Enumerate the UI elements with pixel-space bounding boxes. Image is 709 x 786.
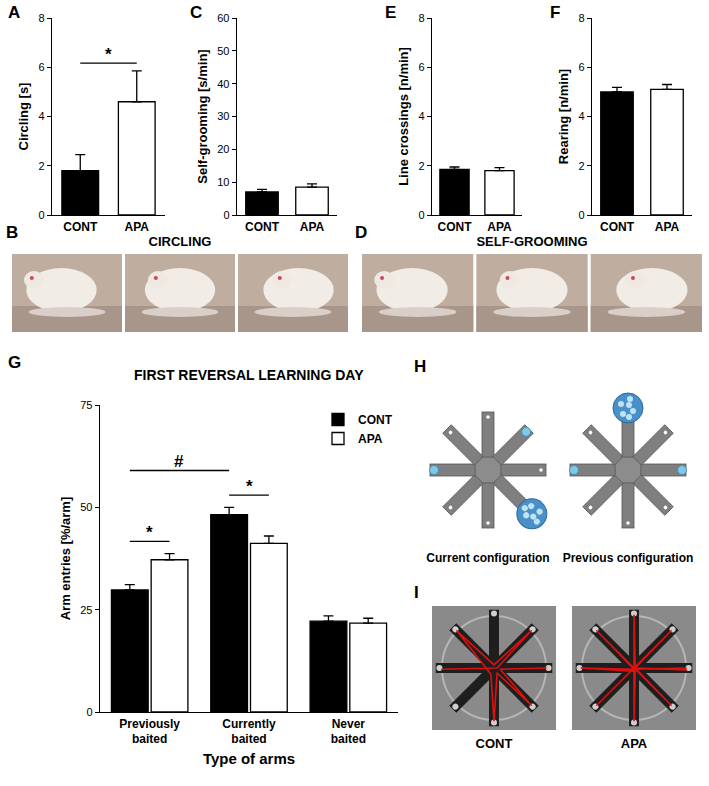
svg-text:40: 40: [217, 78, 229, 90]
svg-text:2: 2: [38, 160, 44, 172]
svg-text:APA: APA: [125, 220, 150, 234]
svg-text:Previouslybaited: Previouslybaited: [119, 717, 180, 747]
svg-text:Previous configuration: Previous configuration: [563, 551, 694, 565]
svg-text:0: 0: [578, 209, 584, 221]
svg-text:CONT: CONT: [63, 220, 98, 234]
svg-text:0: 0: [223, 209, 229, 221]
svg-text:6: 6: [38, 61, 44, 73]
svg-text:CONT: CONT: [358, 413, 393, 427]
svg-text:Current configuration: Current configuration: [426, 551, 549, 565]
svg-text:*: *: [246, 477, 253, 496]
svg-text:C: C: [190, 3, 202, 22]
svg-text:CONT: CONT: [438, 220, 473, 234]
svg-text:4: 4: [418, 110, 424, 122]
svg-text:6: 6: [578, 61, 584, 73]
svg-text:APA: APA: [300, 220, 325, 234]
svg-text:4: 4: [578, 110, 584, 122]
svg-text:G: G: [8, 353, 21, 372]
svg-text:CIRCLING: CIRCLING: [149, 234, 212, 249]
svg-text:CONT: CONT: [476, 736, 513, 751]
svg-text:*: *: [105, 45, 112, 64]
svg-text:Self-grooming [s/min]: Self-grooming [s/min]: [195, 49, 210, 183]
svg-text:I: I: [414, 583, 419, 602]
svg-text:Neverbaited: Neverbaited: [331, 717, 366, 747]
svg-text:2: 2: [418, 160, 424, 172]
svg-text:0: 0: [418, 209, 424, 221]
svg-text:*: *: [146, 523, 153, 542]
svg-text:50: 50: [217, 45, 229, 57]
svg-text:10: 10: [217, 176, 229, 188]
svg-text:APA: APA: [655, 220, 680, 234]
svg-text:B: B: [6, 223, 18, 242]
svg-text:30: 30: [217, 110, 229, 122]
svg-text:Rearing [n/min]: Rearing [n/min]: [556, 69, 571, 164]
svg-text:8: 8: [38, 12, 44, 24]
svg-text:8: 8: [418, 12, 424, 24]
svg-text:25: 25: [80, 604, 92, 616]
svg-text:60: 60: [217, 12, 229, 24]
svg-text:Type of arms: Type of arms: [203, 750, 295, 767]
svg-text:Circling [s]: Circling [s]: [16, 83, 31, 151]
svg-text:Line crossings [n/min]: Line crossings [n/min]: [396, 47, 411, 186]
svg-text:F: F: [550, 3, 560, 22]
svg-text:0: 0: [38, 209, 44, 221]
svg-text:20: 20: [217, 143, 229, 155]
svg-text:50: 50: [80, 501, 92, 513]
svg-text:6: 6: [418, 61, 424, 73]
svg-text:4: 4: [38, 110, 44, 122]
svg-text:CONT: CONT: [600, 220, 635, 234]
svg-text:Currentlybaited: Currentlybaited: [222, 717, 276, 747]
svg-text:2: 2: [578, 160, 584, 172]
svg-text:SELF-GROOMING: SELF-GROOMING: [476, 234, 587, 249]
svg-text:A: A: [8, 3, 20, 22]
svg-text:FIRST REVERSAL LEARNING DAY: FIRST REVERSAL LEARNING DAY: [134, 367, 364, 383]
svg-text:E: E: [385, 3, 396, 22]
svg-text:8: 8: [578, 12, 584, 24]
svg-text:Arm entries [%/arm]: Arm entries [%/arm]: [58, 497, 73, 621]
svg-text:H: H: [414, 357, 426, 376]
svg-text:0: 0: [86, 706, 92, 718]
svg-text:D: D: [355, 223, 367, 242]
svg-text:APA: APA: [487, 220, 512, 234]
svg-text:#: #: [174, 452, 184, 471]
svg-text:CONT: CONT: [245, 220, 280, 234]
svg-text:75: 75: [80, 399, 92, 411]
svg-text:APA: APA: [358, 432, 383, 446]
svg-text:APA: APA: [621, 736, 648, 751]
